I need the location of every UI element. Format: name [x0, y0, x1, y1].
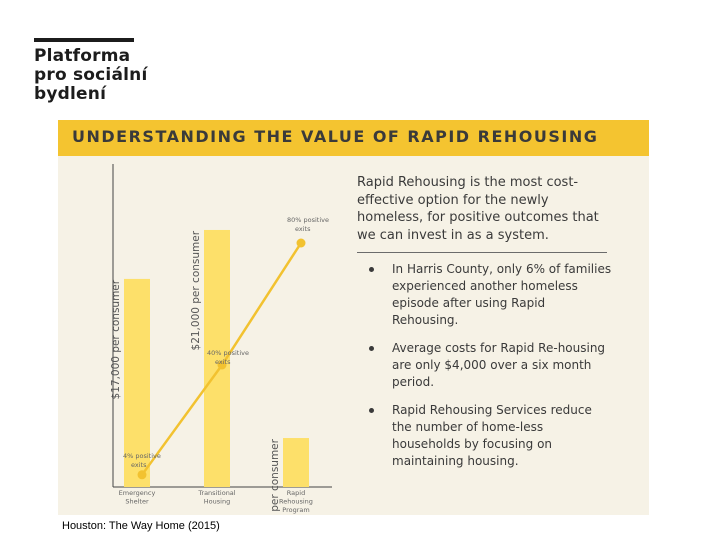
logo-bar: [34, 38, 134, 42]
logo-line-1: Platforma: [34, 46, 131, 66]
category-label-0: Emergency Shelter: [119, 489, 156, 506]
bar-label-0: $17,000 per consumer: [110, 279, 122, 399]
logo-line-2: pro sociální: [34, 65, 148, 85]
exits-label-1: 40% positive exits: [207, 349, 249, 366]
bar-cost-2: [283, 438, 309, 487]
divider: [357, 252, 607, 253]
logo-line-3: bydlení: [34, 84, 107, 104]
bullet-text: Rapid Rehousing Services reduce the numb…: [392, 403, 592, 468]
bar-cost-0: [124, 278, 150, 487]
card-header: UNDERSTANDING THE VALUE OF RAPID REHOUSI…: [58, 120, 649, 156]
platforma-logo: Platforma pro sociální bydlení: [34, 38, 147, 104]
bullet-item: Rapid Rehousing Services reduce the numb…: [357, 402, 612, 470]
bullet-dot-icon: [369, 408, 374, 413]
exits-label-0: 4% positive exits: [123, 452, 161, 469]
exits-point-0: [137, 470, 147, 480]
bullet-text: Average costs for Rapid Re-housing are o…: [392, 341, 606, 389]
exits-point-2: [296, 238, 306, 248]
text-panel: Rapid Rehousing is the most cost-effecti…: [357, 174, 612, 481]
bullet-item: In Harris County, only 6% of families ex…: [357, 261, 612, 329]
category-label-1: Transitional Housing: [197, 489, 235, 506]
bullet-item: Average costs for Rapid Re-housing are o…: [357, 340, 612, 391]
source-caption: Houston: The Way Home (2015): [62, 520, 220, 532]
card-title: UNDERSTANDING THE VALUE OF RAPID REHOUSI…: [72, 127, 599, 146]
bar-label-2: $4,000 per consumer: [269, 438, 281, 515]
intro-text: Rapid Rehousing is the most cost-effecti…: [357, 175, 599, 243]
exits-label-2: 80% positive exits: [287, 216, 329, 233]
bullet-dot-icon: [369, 346, 374, 351]
category-label-2: Rapid Rehousing Program: [279, 489, 313, 514]
exits-point-1: [217, 360, 227, 370]
infographic-card: UNDERSTANDING THE VALUE OF RAPID REHOUSI…: [58, 120, 649, 515]
cost-outcome-chart: $17,000 per consumer $21,000 per consumer…: [110, 164, 332, 515]
bullet-dot-icon: [369, 267, 374, 272]
bullet-text: In Harris County, only 6% of families ex…: [392, 262, 612, 327]
bar-label-1: $21,000 per consumer: [190, 230, 202, 350]
bullet-list: In Harris County, only 6% of families ex…: [357, 261, 612, 470]
